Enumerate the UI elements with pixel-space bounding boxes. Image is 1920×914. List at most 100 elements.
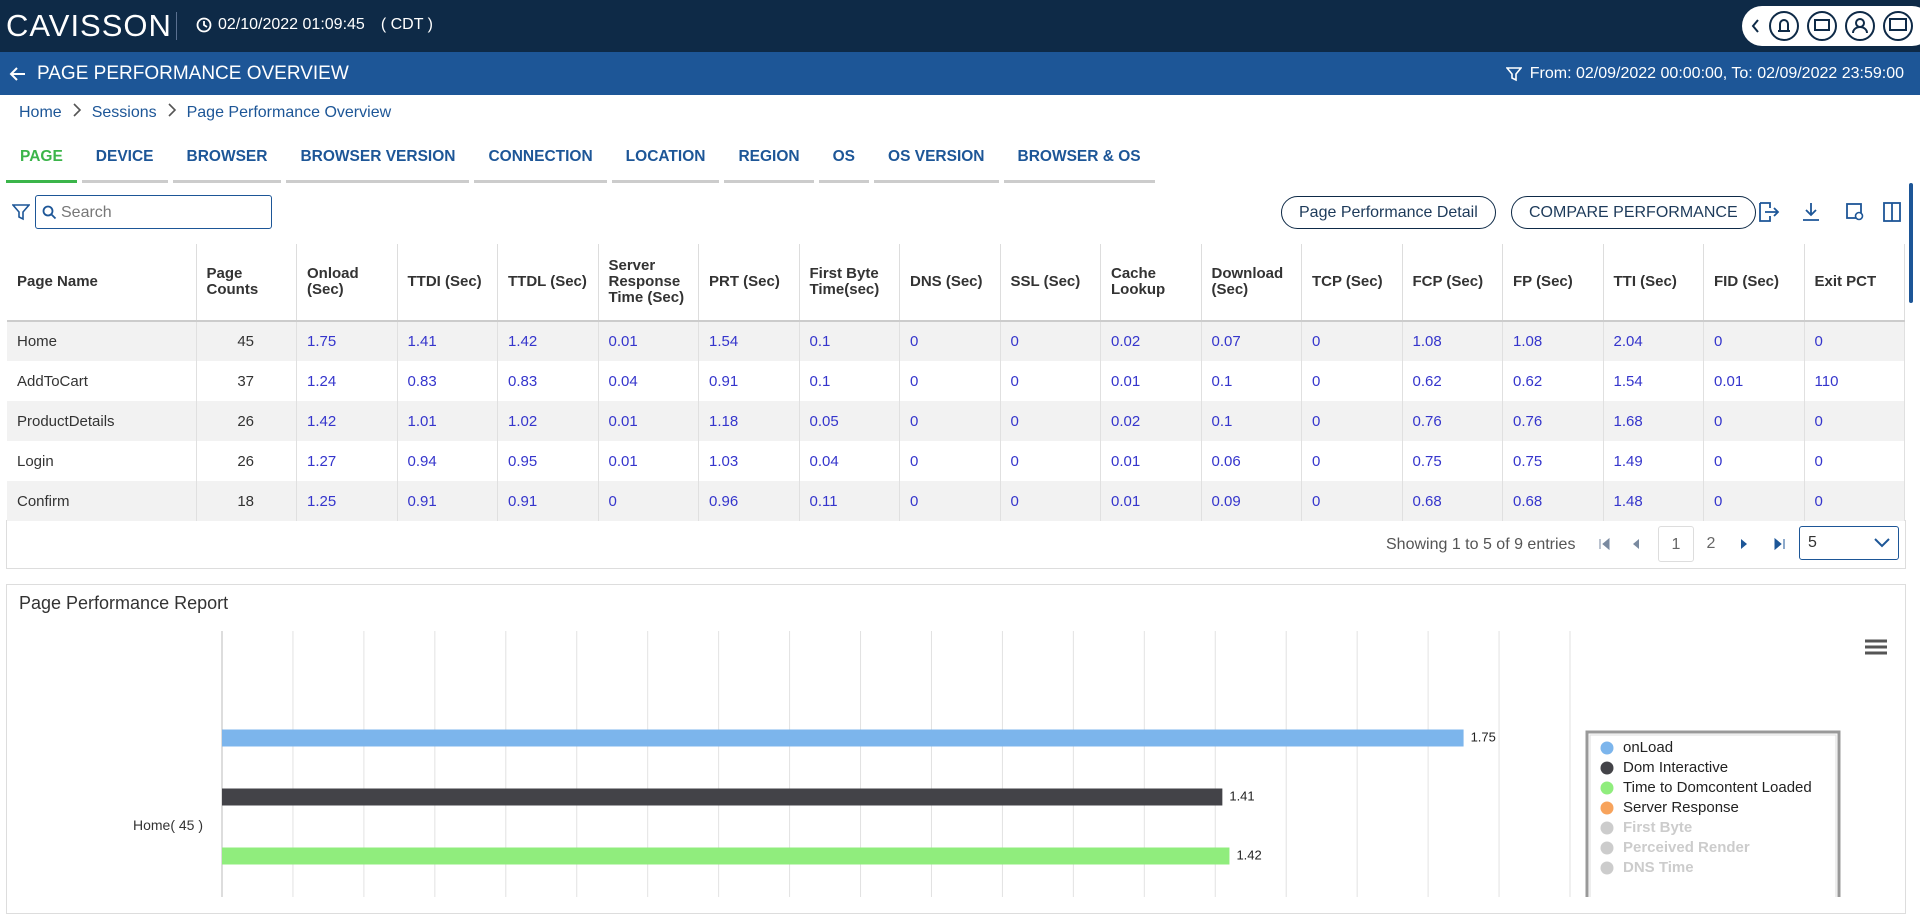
- legend-label[interactable]: Server Response: [1623, 799, 1739, 816]
- column-header[interactable]: DNS (Sec): [899, 244, 1001, 322]
- cell: 0.62: [1502, 361, 1604, 401]
- column-header[interactable]: SSL (Sec): [1000, 244, 1101, 322]
- column-header[interactable]: Page Counts: [196, 244, 297, 322]
- legend-label[interactable]: Dom Interactive: [1623, 759, 1728, 776]
- legend-label[interactable]: First Byte: [1623, 819, 1692, 836]
- legend-marker[interactable]: [1600, 741, 1614, 755]
- search-icon: [42, 205, 57, 220]
- legend-marker[interactable]: [1600, 781, 1614, 795]
- column-header[interactable]: TTI (Sec): [1603, 244, 1704, 322]
- cell: 0.83: [397, 361, 498, 401]
- column-header[interactable]: Download (Sec): [1201, 244, 1302, 322]
- breadcrumb[interactable]: Home: [19, 103, 62, 121]
- tab[interactable]: CONNECTION: [474, 130, 607, 183]
- column-header[interactable]: PRT (Sec): [698, 244, 800, 322]
- page-button[interactable]: 2: [1706, 535, 1716, 552]
- cell: 1.25: [296, 481, 398, 521]
- data-label: 1.42: [1236, 847, 1261, 862]
- cell: 0.62: [1402, 361, 1503, 401]
- tab[interactable]: BROWSER VERSION: [286, 130, 470, 183]
- legend: onLoad Dom Interactive Time to Domcontent …: [1585, 730, 1841, 897]
- legend-box-inner: [1589, 734, 1837, 897]
- tab[interactable]: BROWSER: [172, 130, 282, 183]
- page-button[interactable]: 1: [1658, 526, 1694, 562]
- tab[interactable]: PAGE: [6, 130, 77, 183]
- cell: 1.02: [497, 401, 599, 441]
- compare-button[interactable]: COMPARE PERFORMANCE: [1511, 196, 1756, 229]
- cell: 0.01: [598, 321, 699, 361]
- page-name: Confirm: [7, 481, 197, 521]
- column-header[interactable]: First Byte Time(sec): [799, 244, 900, 322]
- legend-label[interactable]: Time to Domcontent Loaded: [1623, 779, 1812, 796]
- tab-bar: PAGE DEVICE BROWSER BROWSER VERSION CONNECTI…: [6, 130, 1155, 183]
- column-header[interactable]: FID (Sec): [1703, 244, 1805, 322]
- cell: 0.91: [397, 481, 498, 521]
- toolbar-icons[interactable]: [1756, 200, 1906, 224]
- cell: 0.94: [397, 441, 498, 481]
- column-header[interactable]: Page Name: [7, 244, 197, 322]
- back-arrow[interactable]: [9, 66, 27, 82]
- legend-box: [1585, 730, 1841, 897]
- cell: 0.05: [799, 401, 900, 441]
- cell: 0: [899, 321, 1001, 361]
- cell: 0: [1301, 441, 1403, 481]
- tab[interactable]: REGION: [724, 130, 814, 183]
- legend-label[interactable]: DNS Time: [1623, 859, 1694, 876]
- chart-menu[interactable]: [1865, 639, 1887, 655]
- legend-marker[interactable]: [1600, 861, 1614, 875]
- cell: 0: [1000, 401, 1101, 441]
- cell: 18: [196, 481, 297, 521]
- detail-button[interactable]: Page Performance Detail: [1281, 196, 1496, 229]
- breadcrumb[interactable]: Sessions: [91, 103, 157, 121]
- tab[interactable]: LOCATION: [611, 130, 720, 183]
- legend-marker[interactable]: [1600, 761, 1614, 775]
- tab[interactable]: OS: [818, 130, 870, 183]
- cell: 0: [1301, 401, 1403, 441]
- next-last-buttons[interactable]: [1737, 536, 1797, 552]
- legend-marker[interactable]: [1600, 841, 1614, 855]
- cell: 0: [1000, 481, 1101, 521]
- column-header[interactable]: TTDL (Sec): [497, 244, 599, 322]
- legend-label[interactable]: onLoad: [1623, 739, 1673, 756]
- column-header[interactable]: TCP (Sec): [1301, 244, 1403, 322]
- header-icons[interactable]: [1742, 6, 1920, 46]
- column-header[interactable]: FP (Sec): [1502, 244, 1604, 322]
- cell: 0.1: [799, 361, 900, 401]
- legend-marker[interactable]: [1600, 801, 1614, 815]
- cell: 1.01: [397, 401, 498, 441]
- cell: 0: [1000, 361, 1101, 401]
- time-range[interactable]: From: 02/09/2022 00:00:00, To: 02/09/202…: [1505, 65, 1904, 83]
- cell: 0.01: [1100, 441, 1202, 481]
- search-input[interactable]: Search: [35, 195, 272, 229]
- breadcrumb[interactable]: Page Performance Overview: [186, 103, 392, 121]
- tab[interactable]: OS VERSION: [874, 130, 999, 183]
- filter-toggle[interactable]: [12, 203, 30, 221]
- cell: 0.68: [1502, 481, 1604, 521]
- scrollbar[interactable]: [1909, 183, 1913, 303]
- cell: 0.01: [1100, 361, 1202, 401]
- tab[interactable]: DEVICE: [81, 130, 168, 183]
- cell: 1.24: [296, 361, 398, 401]
- first-prev-buttons[interactable]: [1597, 536, 1657, 552]
- column-header[interactable]: Exit PCT: [1804, 244, 1905, 322]
- table-row: ProductDetails 26 1.42 1.01 1.02 0.01 1.18 0.05…: [7, 401, 1905, 441]
- cell: 0.91: [497, 481, 599, 521]
- legend-label[interactable]: Perceived Render: [1623, 839, 1750, 856]
- page-name: AddToCart: [7, 361, 197, 401]
- legend-marker[interactable]: [1600, 821, 1614, 835]
- cell: 1.68: [1603, 401, 1704, 441]
- column-header[interactable]: Onload (Sec): [296, 244, 398, 322]
- cell: 0: [1301, 481, 1403, 521]
- search-placeholder: Search: [61, 204, 112, 221]
- logo: CAVISSON: [6, 8, 172, 43]
- column-header[interactable]: FCP (Sec): [1402, 244, 1503, 322]
- column-header[interactable]: Cache Lookup: [1100, 244, 1202, 322]
- cell: 0: [1804, 401, 1905, 441]
- page-size-select[interactable]: 5: [1799, 526, 1899, 560]
- table-row: Home 45 1.75 1.41 1.42 0.01 1.54 0.1 0 0 0.02 0.07 0…: [7, 321, 1905, 361]
- cell: 1.54: [1603, 361, 1704, 401]
- column-header[interactable]: TTDI (Sec): [397, 244, 498, 322]
- tab[interactable]: BROWSER & OS: [1003, 130, 1155, 183]
- column-header[interactable]: Server Response Time (Sec): [598, 244, 699, 322]
